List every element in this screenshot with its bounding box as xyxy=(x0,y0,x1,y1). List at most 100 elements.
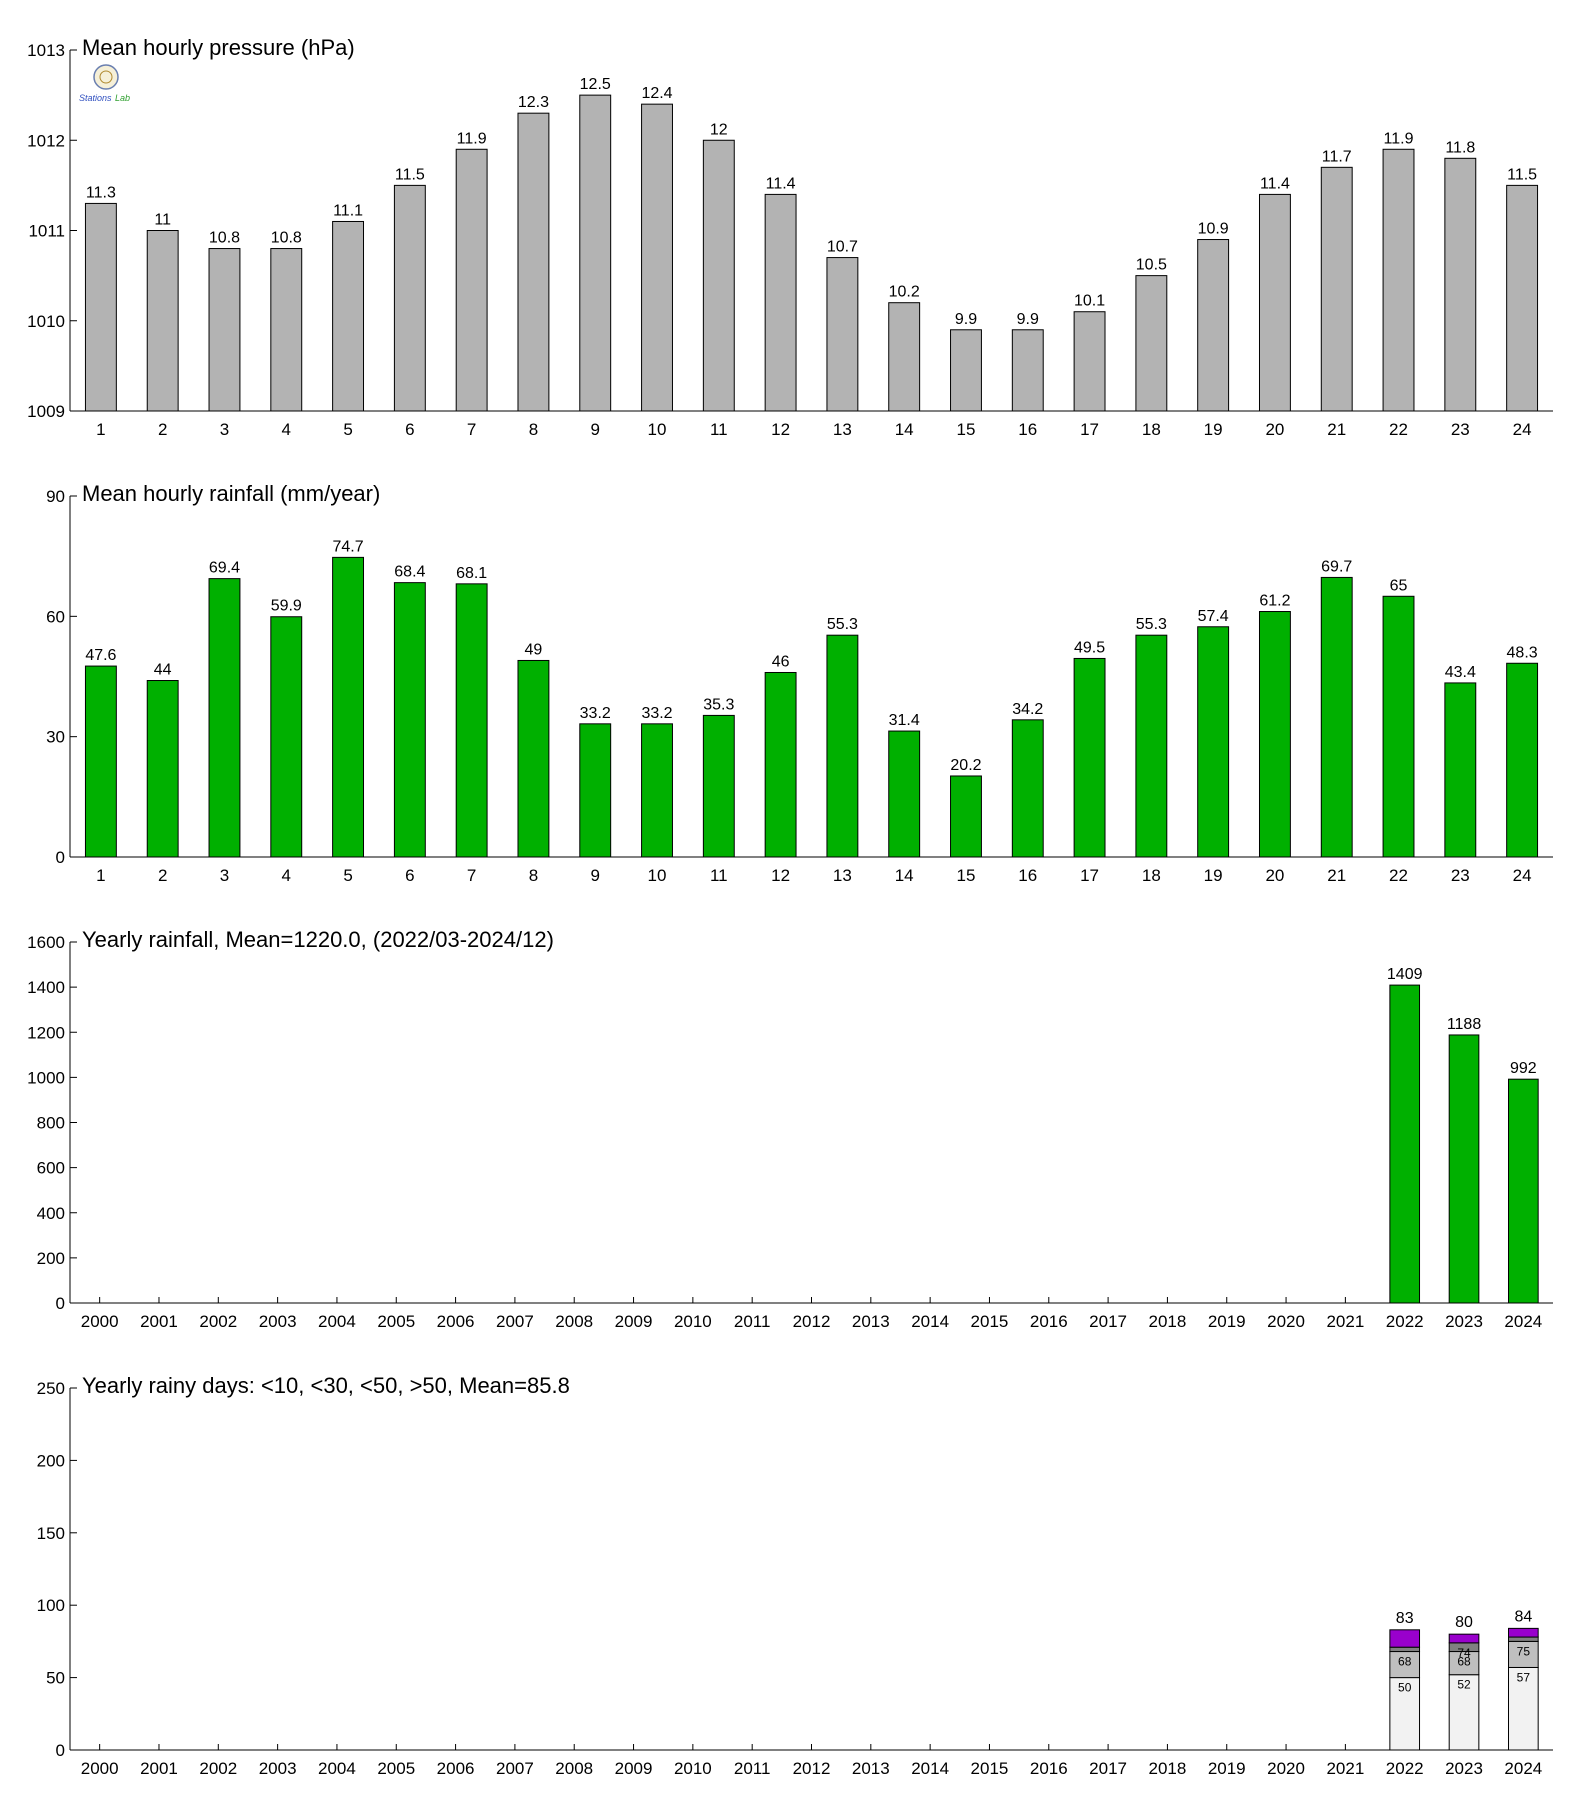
x-tick-label: 21 xyxy=(1327,420,1346,439)
chart-panel-2: Yearly rainfall, Mean=1220.0, (2022/03-2… xyxy=(27,927,1553,1331)
data-label: 11.9 xyxy=(1384,130,1414,147)
bar xyxy=(393,184,426,412)
x-tick-label: 2007 xyxy=(496,1312,534,1331)
x-tick-label: 2006 xyxy=(437,1312,475,1331)
bar xyxy=(764,193,797,412)
stacked-bar-segment xyxy=(1508,1640,1539,1668)
data-label: 10.8 xyxy=(271,230,302,247)
y-tick-label: 0 xyxy=(56,1741,65,1760)
x-tick-label: 2003 xyxy=(259,1312,297,1331)
x-tick-label: 2019 xyxy=(1208,1759,1246,1778)
x-tick-label: 2016 xyxy=(1030,1312,1068,1331)
chart-title: Mean hourly pressure (hPa) xyxy=(82,35,355,60)
x-tick-label: 2013 xyxy=(852,1759,890,1778)
x-tick-label: 2017 xyxy=(1089,1312,1127,1331)
x-tick-label: 5 xyxy=(343,866,352,885)
bar xyxy=(270,616,303,858)
bar xyxy=(1506,662,1539,858)
data-label: 9.9 xyxy=(955,311,977,328)
bar xyxy=(1508,1078,1539,1304)
x-tick-label: 2005 xyxy=(377,1312,415,1331)
logo-text-a: Stations xyxy=(79,93,112,103)
x-tick-label: 16 xyxy=(1018,866,1037,885)
bar xyxy=(641,723,673,858)
bar xyxy=(1011,329,1044,412)
x-tick-label: 21 xyxy=(1327,866,1346,885)
x-tick-label: 6 xyxy=(405,420,414,439)
bar xyxy=(1073,657,1106,858)
x-tick-label: 19 xyxy=(1204,420,1223,439)
x-tick-label: 8 xyxy=(529,866,538,885)
x-tick-label: 2014 xyxy=(911,1312,949,1331)
bar xyxy=(1197,626,1230,858)
data-label: 992 xyxy=(1510,1060,1537,1077)
x-tick-label: 1 xyxy=(96,420,105,439)
bar xyxy=(332,556,365,858)
x-tick-label: 12 xyxy=(771,420,790,439)
x-tick-label: 3 xyxy=(220,866,229,885)
x-tick-label: 22 xyxy=(1389,420,1408,439)
bar xyxy=(1389,984,1421,1304)
data-label: 34.2 xyxy=(1012,701,1043,718)
data-label: 68.4 xyxy=(394,564,425,581)
bar xyxy=(1135,275,1168,412)
x-tick-label: 2008 xyxy=(555,1759,593,1778)
x-tick-label: 9 xyxy=(590,420,599,439)
bar xyxy=(146,680,179,858)
x-tick-label: 2007 xyxy=(496,1759,534,1778)
bar xyxy=(950,775,982,858)
bar xyxy=(1073,311,1106,412)
x-tick-label: 2022 xyxy=(1386,1312,1424,1331)
stacked-bar-segment xyxy=(1448,1674,1480,1751)
y-tick-label: 0 xyxy=(56,1294,65,1313)
x-tick-label: 3 xyxy=(220,420,229,439)
chart-title: Mean hourly rainfall (mm/year) xyxy=(82,481,380,506)
stations-lab-logo: Stations Lab xyxy=(79,64,130,103)
y-tick-label: 200 xyxy=(37,1249,65,1268)
data-label: 55.3 xyxy=(1136,616,1167,633)
data-label: 61.2 xyxy=(1259,593,1290,610)
x-tick-label: 2005 xyxy=(377,1759,415,1778)
data-label: 11.7 xyxy=(1322,148,1352,165)
data-label: 33.2 xyxy=(580,705,611,722)
x-tick-label: 2014 xyxy=(911,1759,949,1778)
data-label: 12.3 xyxy=(518,94,549,111)
data-label: 10.5 xyxy=(1136,257,1167,274)
bar xyxy=(579,94,612,412)
total-label: 83 xyxy=(1396,1610,1414,1627)
x-tick-label: 1 xyxy=(96,866,105,885)
chart-panel-3: Yearly rainy days: <10, <30, <50, >50, M… xyxy=(37,1373,1553,1778)
data-label: 48.3 xyxy=(1507,644,1538,661)
x-tick-label: 2017 xyxy=(1089,1759,1127,1778)
x-tick-label: 5 xyxy=(343,420,352,439)
data-label: 65 xyxy=(1390,577,1408,594)
data-label: 33.2 xyxy=(641,705,672,722)
y-tick-label: 1000 xyxy=(27,1068,65,1087)
bar xyxy=(1444,157,1477,412)
data-label: 69.7 xyxy=(1321,558,1352,575)
bar xyxy=(84,202,117,412)
data-label: 1188 xyxy=(1447,1016,1482,1033)
x-tick-label: 2 xyxy=(158,866,167,885)
logo-text-b: Lab xyxy=(115,93,130,103)
x-tick-label: 10 xyxy=(648,866,667,885)
x-tick-label: 2008 xyxy=(555,1312,593,1331)
stacked-bar-segment xyxy=(1389,1677,1421,1751)
bar xyxy=(84,665,117,858)
x-tick-label: 2021 xyxy=(1326,1312,1364,1331)
chart-title: Yearly rainy days: <10, <30, <50, >50, M… xyxy=(82,1373,570,1398)
data-label: 49 xyxy=(525,641,543,658)
data-label: 10.9 xyxy=(1198,221,1229,238)
segment-label: 57 xyxy=(1517,1670,1531,1684)
data-label: 1409 xyxy=(1387,966,1423,983)
data-label: 47.6 xyxy=(85,647,116,664)
stacked-bar-segment xyxy=(1389,1651,1421,1679)
bar xyxy=(1320,576,1353,858)
x-tick-label: 2002 xyxy=(199,1312,237,1331)
x-tick-label: 2011 xyxy=(734,1759,771,1778)
bar xyxy=(208,248,241,412)
bar xyxy=(826,634,859,858)
x-tick-label: 2009 xyxy=(615,1312,653,1331)
x-tick-label: 20 xyxy=(1265,866,1284,885)
